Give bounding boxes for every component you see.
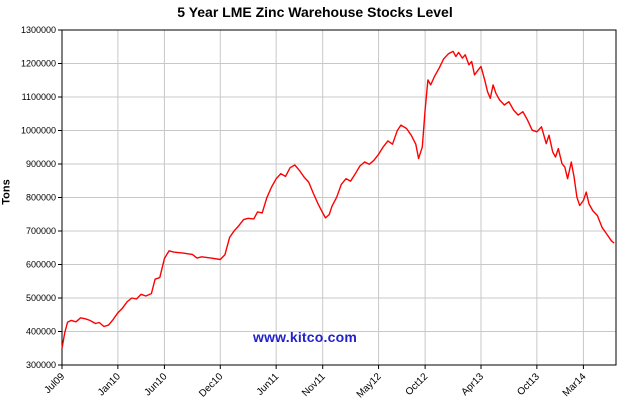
x-tick-label: Jun11 (255, 371, 282, 398)
plot-border (61, 29, 617, 366)
y-tick-label: 1300000 (21, 25, 56, 35)
y-tick-label: 900000 (26, 159, 56, 169)
y-axis-title: Tons (0, 179, 13, 205)
x-tick-label: Jul09 (42, 371, 67, 396)
y-tick-label: 800000 (26, 193, 56, 203)
x-tick-label: Oct12 (404, 371, 431, 398)
y-tick-label: 1200000 (21, 59, 56, 69)
x-tick-label: Oct13 (515, 371, 542, 398)
y-tick-label: 700000 (26, 226, 56, 236)
x-tick-label: May12 (355, 371, 384, 400)
x-tick-label: Jan10 (96, 371, 123, 398)
x-tick-label: Jun10 (142, 371, 169, 398)
x-tick-label: Apr13 (459, 371, 486, 398)
x-tick-label: Nov11 (300, 371, 328, 399)
y-tick-label: 600000 (26, 260, 56, 270)
y-tick-label: 1000000 (21, 126, 56, 136)
y-tick-label: 300000 (26, 360, 56, 370)
chart-title: 5 Year LME Zinc Warehouse Stocks Level (177, 4, 453, 20)
y-tick-label: 1100000 (22, 92, 56, 102)
watermark: www.kitco.com (253, 329, 357, 345)
x-tick-label: Dec10 (197, 371, 226, 400)
y-tick-label: 400000 (26, 327, 56, 337)
x-tick-label: Mar14 (561, 371, 589, 399)
y-tick-label: 500000 (26, 293, 56, 303)
series-line (61, 50, 615, 349)
